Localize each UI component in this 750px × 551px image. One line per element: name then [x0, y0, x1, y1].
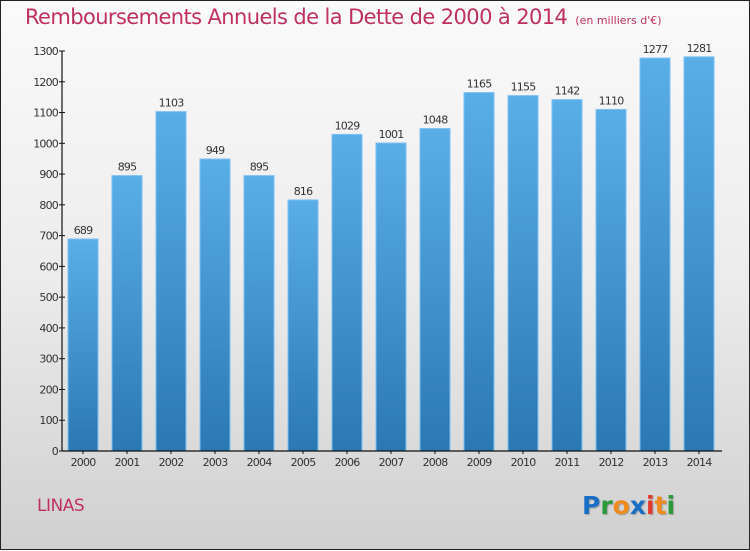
- y-tick-label-400: 400: [39, 322, 58, 335]
- data-label-2002: 1103: [159, 97, 185, 110]
- x-tick-label-2009: 2009: [467, 456, 493, 469]
- bars-group: 689 895 1103 949 895 816 1029 1001 1048 1165 1155 1…: [67, 42, 715, 452]
- title-text: Remboursements Annuels de la Dette de 20…: [25, 5, 568, 29]
- logo-letter: i: [666, 491, 676, 520]
- bar-2007: [375, 142, 407, 452]
- x-tick-label-2011: 2011: [555, 456, 580, 469]
- x-tick-label-2002: 2002: [159, 456, 184, 469]
- y-axis: 0 100 200 300 400 500 600 700 800 900 1000 1100 1200…: [33, 45, 65, 458]
- proxiti-logo[interactable]: Proxiti: [582, 491, 675, 520]
- y-tick-label-100: 100: [39, 414, 58, 427]
- bar-2010: [507, 95, 539, 452]
- chart-title: Remboursements Annuels de la Dette de 20…: [25, 5, 662, 29]
- y-tick-label-300: 300: [39, 353, 58, 366]
- bar-2001: [111, 175, 143, 452]
- data-label-2010: 1155: [511, 81, 537, 94]
- x-tick-label-2010: 2010: [511, 456, 537, 469]
- data-label-2013: 1277: [643, 43, 669, 56]
- bar-2009: [463, 92, 495, 452]
- logo-letter: i: [646, 491, 655, 520]
- data-label-2007: 1001: [379, 128, 404, 141]
- data-label-2012: 1110: [599, 94, 625, 107]
- y-tick-label-1100: 1100: [33, 107, 59, 120]
- bar-2005: [287, 199, 319, 452]
- data-label-2006: 1029: [335, 119, 361, 132]
- x-tick-label-2007: 2007: [379, 456, 405, 469]
- x-tick-label-2003: 2003: [203, 456, 229, 469]
- data-label-2005: 816: [294, 185, 313, 198]
- x-tick-label-2008: 2008: [423, 456, 449, 469]
- data-label-2003: 949: [206, 144, 225, 157]
- bar-2004: [243, 175, 275, 452]
- x-tick-label-2004: 2004: [247, 456, 273, 469]
- data-label-2008: 1048: [423, 114, 449, 127]
- bar-2006: [331, 133, 363, 452]
- bar-2008: [419, 128, 451, 452]
- y-tick-label-1000: 1000: [33, 137, 59, 150]
- y-tick-label-200: 200: [39, 383, 58, 396]
- x-tick-label-2001: 2001: [115, 456, 140, 469]
- bar-2012: [595, 108, 627, 452]
- y-tick-label-900: 900: [39, 168, 58, 181]
- bar-2000: [67, 238, 99, 452]
- bar-2003: [199, 158, 231, 452]
- y-tick-label-800: 800: [39, 199, 58, 212]
- logo-letter: P: [582, 491, 601, 520]
- x-tick-label-2014: 2014: [687, 456, 713, 469]
- y-tick-label-600: 600: [39, 260, 58, 273]
- bar-2002: [155, 111, 187, 452]
- logo-letter: t: [654, 491, 667, 520]
- x-tick-label-2005: 2005: [291, 456, 317, 469]
- bar-2014: [683, 56, 715, 452]
- data-label-2009: 1165: [467, 78, 493, 91]
- data-label-2000: 689: [74, 224, 93, 237]
- data-label-2011: 1142: [555, 85, 580, 98]
- bar-2011: [551, 99, 583, 452]
- x-tick-label-2000: 2000: [71, 456, 97, 469]
- logo-letter: o: [612, 491, 630, 520]
- title-unit: (en milliers d'€): [575, 14, 662, 27]
- x-tick-label-2013: 2013: [643, 456, 669, 469]
- x-tick-label-2012: 2012: [599, 456, 624, 469]
- y-tick-label-500: 500: [39, 291, 58, 304]
- x-axis: 2000 2001 2002 2003 2004 2005 2006 2007 2008 2009…: [62, 450, 722, 469]
- logo-letter: r: [600, 491, 613, 520]
- logo-letter: x: [629, 491, 646, 520]
- bar-2013: [639, 57, 671, 452]
- y-tick-label-1300: 1300: [33, 45, 59, 58]
- y-tick-label-700: 700: [39, 230, 58, 243]
- y-tick-label-0: 0: [52, 445, 59, 458]
- data-label-2004: 895: [250, 161, 269, 174]
- x-tick-label-2006: 2006: [335, 456, 361, 469]
- city-name: LINAS: [37, 496, 85, 516]
- y-tick-label-1200: 1200: [33, 76, 59, 89]
- data-label-2014: 1281: [687, 42, 712, 55]
- data-label-2001: 895: [118, 161, 137, 174]
